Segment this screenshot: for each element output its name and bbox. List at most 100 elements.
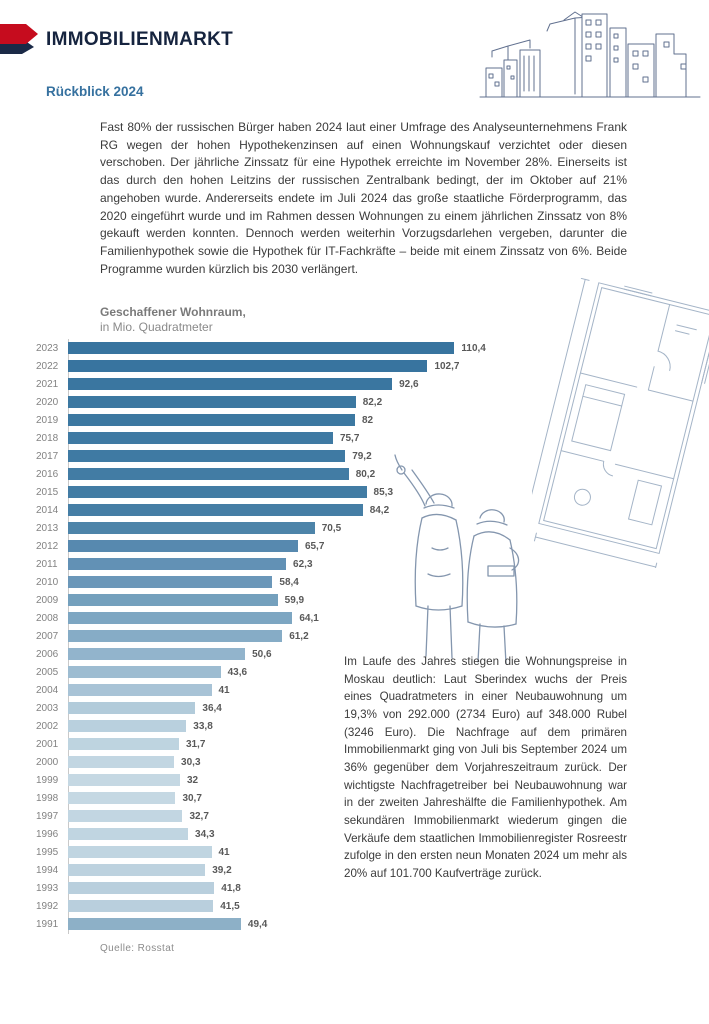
bar-year-label: 2003 (36, 702, 59, 714)
bar-year-label: 2013 (36, 522, 59, 534)
bar-year-label: 1993 (36, 882, 59, 894)
bar (68, 522, 315, 534)
bar-year-label: 2001 (36, 738, 59, 750)
bar (68, 450, 346, 462)
bar (68, 396, 356, 408)
chart-row: 2006 50,6 (36, 645, 486, 663)
bar-value-label: 84,2 (369, 504, 390, 516)
bar-year-label: 2023 (36, 342, 59, 354)
bar-year-label: 1998 (36, 792, 59, 804)
bar-value-label: 82 (362, 414, 374, 426)
bar-year-label: 2020 (36, 396, 59, 408)
bar-value-label: 43,6 (227, 666, 248, 678)
bar-value-label: 92,6 (399, 378, 419, 390)
bar-year-label: 2022 (36, 360, 59, 372)
bar-value-label: 41 (218, 846, 230, 858)
chart-row: 1992 41,5 (36, 897, 486, 915)
bar-value-label: 34,3 (195, 828, 215, 840)
chart-row: 2002 33,8 (36, 717, 486, 735)
bar-year-label: 2017 (36, 450, 59, 462)
bar-value-label: 70,5 (321, 522, 342, 534)
chart-row: 2005 43,6 (36, 663, 486, 681)
intro-paragraph: Fast 80% der russischen Bürger haben 202… (100, 120, 627, 276)
bar (68, 594, 278, 606)
bar-value-label: 32,7 (189, 810, 209, 822)
chart-row: 2013 70,5 (36, 519, 486, 537)
bar-value-label: 102,7 (434, 360, 460, 372)
bar (68, 720, 187, 732)
chart-row: 1998 30,7 (36, 789, 486, 807)
chart-row: 2018 75,7 (36, 429, 486, 447)
bar-value-label: 82,2 (362, 396, 383, 408)
chart-row: 2004 41 (36, 681, 486, 699)
skyline-illustration-icon (479, 11, 701, 98)
bar-year-label: 2019 (36, 414, 59, 426)
red-arrow-logo-icon (0, 24, 38, 54)
workers-illustration-icon (394, 454, 520, 664)
floorplan-illustration-icon (532, 277, 709, 568)
bar-value-label: 41 (218, 684, 230, 696)
bar-value-label: 64,1 (299, 612, 319, 624)
bar (68, 774, 180, 786)
bar (68, 666, 221, 678)
bar-value-label: 32 (187, 774, 199, 786)
chart-row: 2014 84,2 (36, 501, 486, 519)
bar (68, 504, 363, 516)
bar-value-label: 75,7 (339, 432, 360, 444)
chart-row: 2017 79,2 (36, 447, 486, 465)
bar-year-label: 2008 (36, 612, 59, 624)
bar (68, 612, 293, 624)
bar-year-label: 2007 (36, 630, 59, 642)
chart-row: 2001 31,7 (36, 735, 486, 753)
chart-row: 2015 85,3 (36, 483, 486, 501)
bar-year-label: 2021 (36, 378, 59, 390)
bar-value-label: 33,8 (193, 720, 213, 732)
chart-row: 2019 82 (36, 411, 486, 429)
chart-row: 2012 65,7 (36, 537, 486, 555)
bar-value-label: 50,6 (252, 648, 272, 660)
bar-year-label: 2009 (36, 594, 59, 606)
bar (68, 846, 212, 858)
chart-row: 2003 36,4 (36, 699, 486, 717)
bar-year-label: 2010 (36, 576, 59, 588)
chart-row: 2021 92,6 (36, 375, 486, 393)
chart-source: Quelle: Rosstat (100, 943, 175, 954)
page-title: IMMOBILIENMARKT (46, 29, 234, 50)
chart-row: 2009 59,9 (36, 591, 486, 609)
bar (68, 342, 455, 354)
bar (68, 468, 349, 480)
bar (68, 540, 298, 552)
chart-row: 2022 102,7 (36, 357, 486, 375)
bar-value-label: 31,7 (185, 738, 206, 750)
bar-year-label: 2012 (36, 540, 59, 552)
bar-year-label: 1991 (36, 918, 59, 930)
chart-title: Geschaffener Wohnraum, (100, 305, 246, 319)
chart-row: 1999 32 (36, 771, 486, 789)
bar (68, 648, 246, 660)
bar-year-label: 2005 (36, 666, 59, 678)
bar-value-label: 58,4 (279, 576, 299, 588)
bar (68, 378, 393, 390)
bar-value-label: 49,4 (247, 918, 268, 930)
bar-year-label: 2000 (36, 756, 59, 768)
bar (68, 576, 273, 588)
bar (68, 900, 214, 912)
bar (68, 864, 206, 876)
bar-year-label: 2011 (36, 558, 58, 570)
bar-value-label: 80,2 (355, 468, 376, 480)
bar-value-label: 85,3 (373, 486, 394, 498)
bar-value-label: 61,2 (289, 630, 309, 642)
bar-year-label: 2018 (36, 432, 59, 444)
bar-year-label: 2016 (36, 468, 59, 480)
bar-year-label: 2006 (36, 648, 59, 660)
bar-value-label: 41,5 (220, 900, 240, 912)
bar-chart: 2023 110,4 2022 102,7 2021 92,6 2020 82,2 2019 82… (36, 339, 486, 933)
bar-year-label: 2014 (36, 504, 59, 516)
chart-row: 2016 80,2 (36, 465, 486, 483)
bar-value-label: 39,2 (212, 864, 232, 876)
chart-row: 1991 49,4 (36, 915, 486, 933)
chart-row: 2011 62,3 (36, 555, 486, 573)
bar-year-label: 2002 (36, 720, 59, 732)
bar-value-label: 110,4 (461, 342, 486, 354)
